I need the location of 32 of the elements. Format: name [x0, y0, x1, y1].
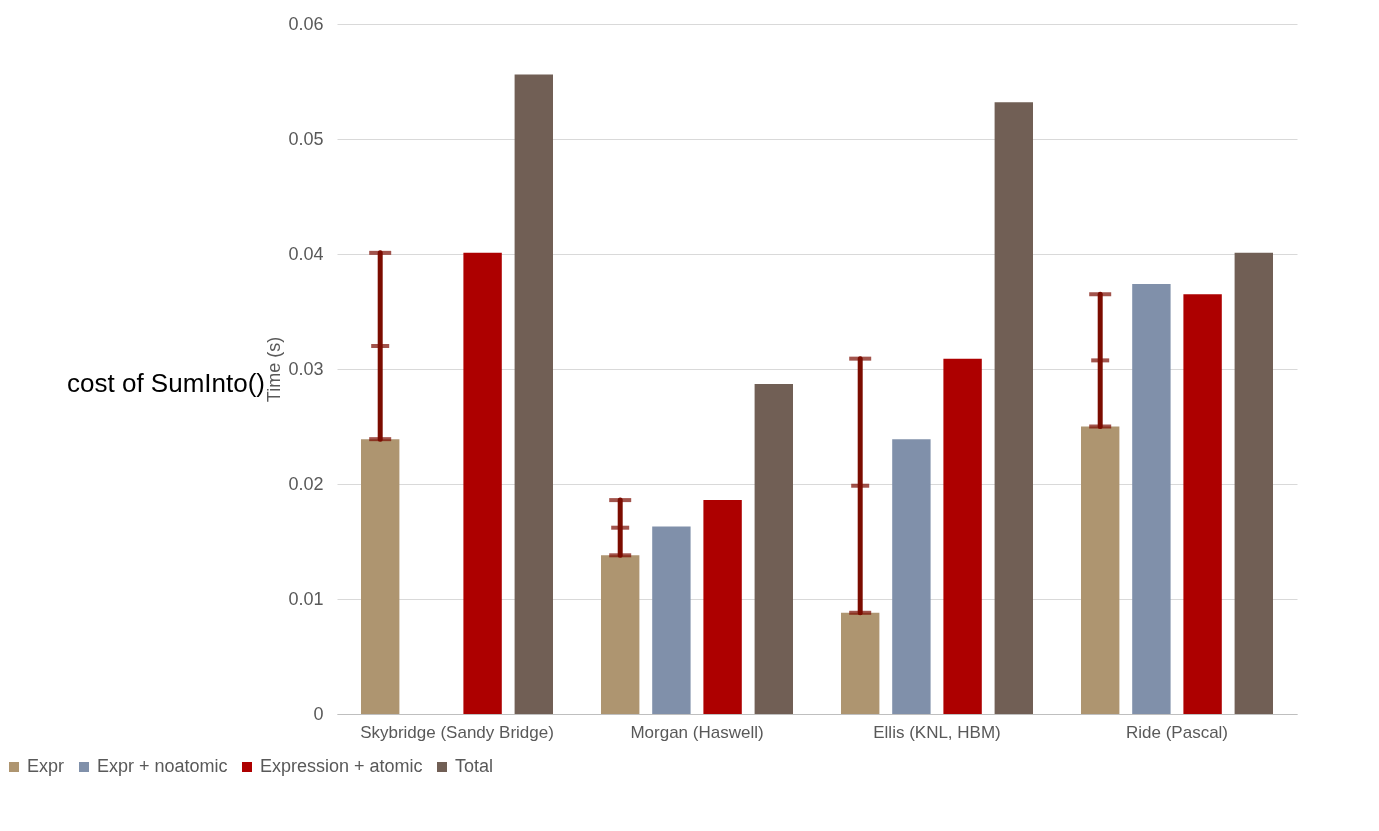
y-tick-label: 0.02: [288, 473, 324, 494]
bar: [1183, 294, 1222, 714]
x-tick-label: Ride (Pascal): [1125, 722, 1229, 742]
bar: [1081, 426, 1120, 714]
y-tick-label: 0.05: [288, 128, 324, 149]
bar: [754, 383, 793, 714]
bar: [1234, 252, 1273, 714]
y-tick-label: 0.01: [288, 588, 324, 609]
y-tick-label: 0.03: [288, 358, 324, 379]
bar: [514, 74, 553, 714]
x-tick-label: Morgan (Haswell): [630, 722, 764, 742]
legend-label: Expr: [27, 756, 65, 776]
text: cost of SumInto(): [67, 368, 265, 398]
y-tick-label: 0.04: [288, 243, 324, 264]
bar: [943, 358, 982, 714]
bar: [892, 439, 931, 714]
bar: [652, 526, 691, 714]
legend-label: Expression + atomic: [260, 756, 423, 776]
y-tick-label: 0.06: [288, 13, 324, 34]
legend-label: Expr + noatomic: [97, 756, 228, 776]
y-tick-label: 0: [313, 703, 324, 724]
bar: [841, 612, 880, 714]
x-tick-label: Skybridge (Sandy Bridge): [360, 722, 554, 742]
bar: [994, 102, 1033, 714]
bar: [703, 500, 742, 714]
bar: [463, 252, 502, 714]
bar: [601, 555, 640, 714]
legend-label: Total: [455, 756, 494, 776]
x-tick-label: Ellis (KNL, HBM): [873, 722, 1001, 742]
bar: [361, 439, 400, 714]
y-axis-title: Time (s): [264, 336, 285, 403]
bar: [1132, 283, 1171, 714]
